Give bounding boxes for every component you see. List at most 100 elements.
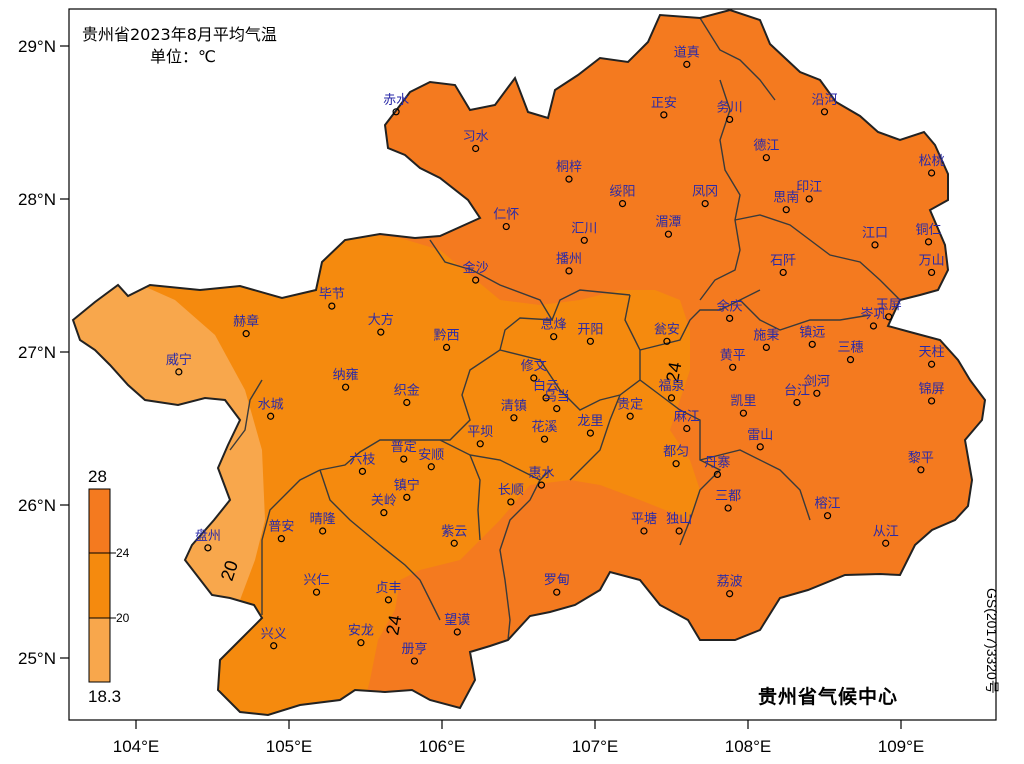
station-marker bbox=[342, 383, 350, 391]
station-label: 独山 bbox=[666, 512, 692, 527]
station-label: 关岭 bbox=[371, 494, 397, 509]
station-label: 晴隆 bbox=[310, 512, 336, 527]
station-marker bbox=[626, 412, 634, 420]
station-marker bbox=[667, 394, 676, 402]
station-label: 镇宁 bbox=[394, 477, 420, 493]
station-label: 息烽 bbox=[541, 317, 567, 333]
station-label: 江口 bbox=[862, 226, 888, 241]
station-marker bbox=[565, 267, 573, 275]
station-label: 剑河 bbox=[804, 373, 830, 389]
station-marker bbox=[823, 512, 832, 520]
station-label: 毕节 bbox=[319, 287, 345, 302]
map-title: 贵州省2023年8月平均气温 bbox=[82, 25, 277, 44]
station-label: 册亨 bbox=[401, 641, 427, 657]
station-label: 松桃 bbox=[919, 154, 945, 169]
station-marker bbox=[664, 230, 673, 238]
station-marker bbox=[403, 493, 411, 501]
station-label: 长顺 bbox=[498, 483, 524, 498]
station-label: 绥阳 bbox=[610, 185, 636, 200]
lon-tick-label: 104°E bbox=[113, 737, 160, 756]
station-marker bbox=[565, 175, 573, 183]
station-marker bbox=[540, 435, 549, 443]
station-label: 桐梓 bbox=[556, 160, 582, 175]
station-label: 思南 bbox=[773, 190, 799, 206]
axes: 104°E 105°E 106°E 107°E 108°E 109°E 29°N 28°N 27… bbox=[18, 37, 924, 756]
station-label: 石阡 bbox=[770, 253, 796, 268]
map-title-block: 贵州省2023年8月平均气温 单位：℃ bbox=[82, 24, 277, 68]
station-marker bbox=[453, 628, 461, 636]
station-label: 开阳 bbox=[577, 322, 603, 337]
lon-tick-label: 108°E bbox=[725, 737, 772, 756]
station-marker bbox=[427, 463, 435, 471]
station-marker bbox=[683, 60, 691, 68]
station-label: 丹寨 bbox=[704, 454, 730, 470]
station-marker bbox=[507, 498, 515, 506]
station-marker bbox=[805, 195, 813, 203]
station-label: 普安 bbox=[268, 520, 294, 535]
legend-band-18-20 bbox=[88, 617, 111, 683]
station-label: 习水 bbox=[463, 130, 489, 145]
station-marker bbox=[762, 154, 770, 162]
station-label: 兴义 bbox=[261, 627, 287, 642]
station-marker bbox=[927, 268, 936, 277]
station-label: 安顺 bbox=[418, 448, 444, 463]
lon-tick-label: 105°E bbox=[266, 737, 313, 756]
station-marker bbox=[542, 394, 550, 402]
lon-tick-label: 106°E bbox=[419, 737, 466, 756]
station-label: 三都 bbox=[715, 489, 741, 504]
station-label: 六枝 bbox=[349, 452, 375, 467]
station-marker bbox=[357, 639, 365, 647]
station-marker bbox=[640, 527, 648, 535]
station-label: 印江 bbox=[796, 180, 822, 195]
station-marker bbox=[713, 470, 722, 478]
station-label: 沿河 bbox=[811, 93, 837, 108]
station-marker bbox=[683, 424, 691, 433]
station-label: 德江 bbox=[753, 139, 779, 154]
station-marker bbox=[537, 481, 546, 489]
station-marker bbox=[242, 330, 250, 338]
station-marker bbox=[358, 467, 367, 475]
station-marker bbox=[510, 414, 518, 422]
station-marker bbox=[663, 337, 671, 345]
station-marker bbox=[175, 368, 183, 376]
station-marker bbox=[618, 199, 627, 208]
station-marker bbox=[472, 276, 480, 284]
station-marker bbox=[739, 409, 748, 417]
lat-tick-label: 27°N bbox=[18, 343, 56, 362]
station-label: 龙里 bbox=[577, 414, 603, 429]
station-marker bbox=[204, 544, 212, 552]
station-marker bbox=[580, 236, 588, 244]
station-label: 盘州 bbox=[195, 528, 221, 544]
legend-band-24-28 bbox=[88, 488, 111, 554]
station-label: 从江 bbox=[873, 524, 899, 539]
station-label: 道真 bbox=[674, 45, 700, 60]
station-label: 黎平 bbox=[908, 451, 934, 466]
station-label: 赫章 bbox=[233, 314, 259, 330]
station-marker bbox=[586, 337, 595, 345]
station-marker bbox=[400, 455, 408, 463]
station-marker bbox=[377, 328, 385, 336]
station-marker bbox=[701, 199, 709, 208]
station-label: 清镇 bbox=[501, 399, 527, 414]
station-marker bbox=[312, 588, 321, 596]
station-label: 黄平 bbox=[720, 348, 746, 363]
station-marker bbox=[553, 405, 561, 413]
station-label: 都匀 bbox=[663, 445, 689, 460]
legend-break-24: 24 bbox=[116, 546, 130, 560]
contour-label-24-center: 24 bbox=[662, 360, 685, 383]
station-marker bbox=[530, 374, 538, 382]
station-label: 务川 bbox=[717, 99, 743, 115]
station-label: 仁怀 bbox=[493, 208, 519, 223]
station-label: 威宁 bbox=[166, 352, 192, 368]
station-label: 普定 bbox=[391, 440, 417, 455]
legend-min-label: 18.3 bbox=[88, 687, 121, 706]
station-label: 播州 bbox=[556, 252, 582, 267]
station-marker bbox=[672, 460, 680, 468]
station-label: 天柱 bbox=[919, 345, 945, 360]
station-label: 湄潭 bbox=[655, 215, 681, 230]
station-label: 凤冈 bbox=[692, 185, 718, 200]
station-label: 施秉 bbox=[753, 327, 779, 343]
station-label: 万山 bbox=[919, 253, 945, 268]
